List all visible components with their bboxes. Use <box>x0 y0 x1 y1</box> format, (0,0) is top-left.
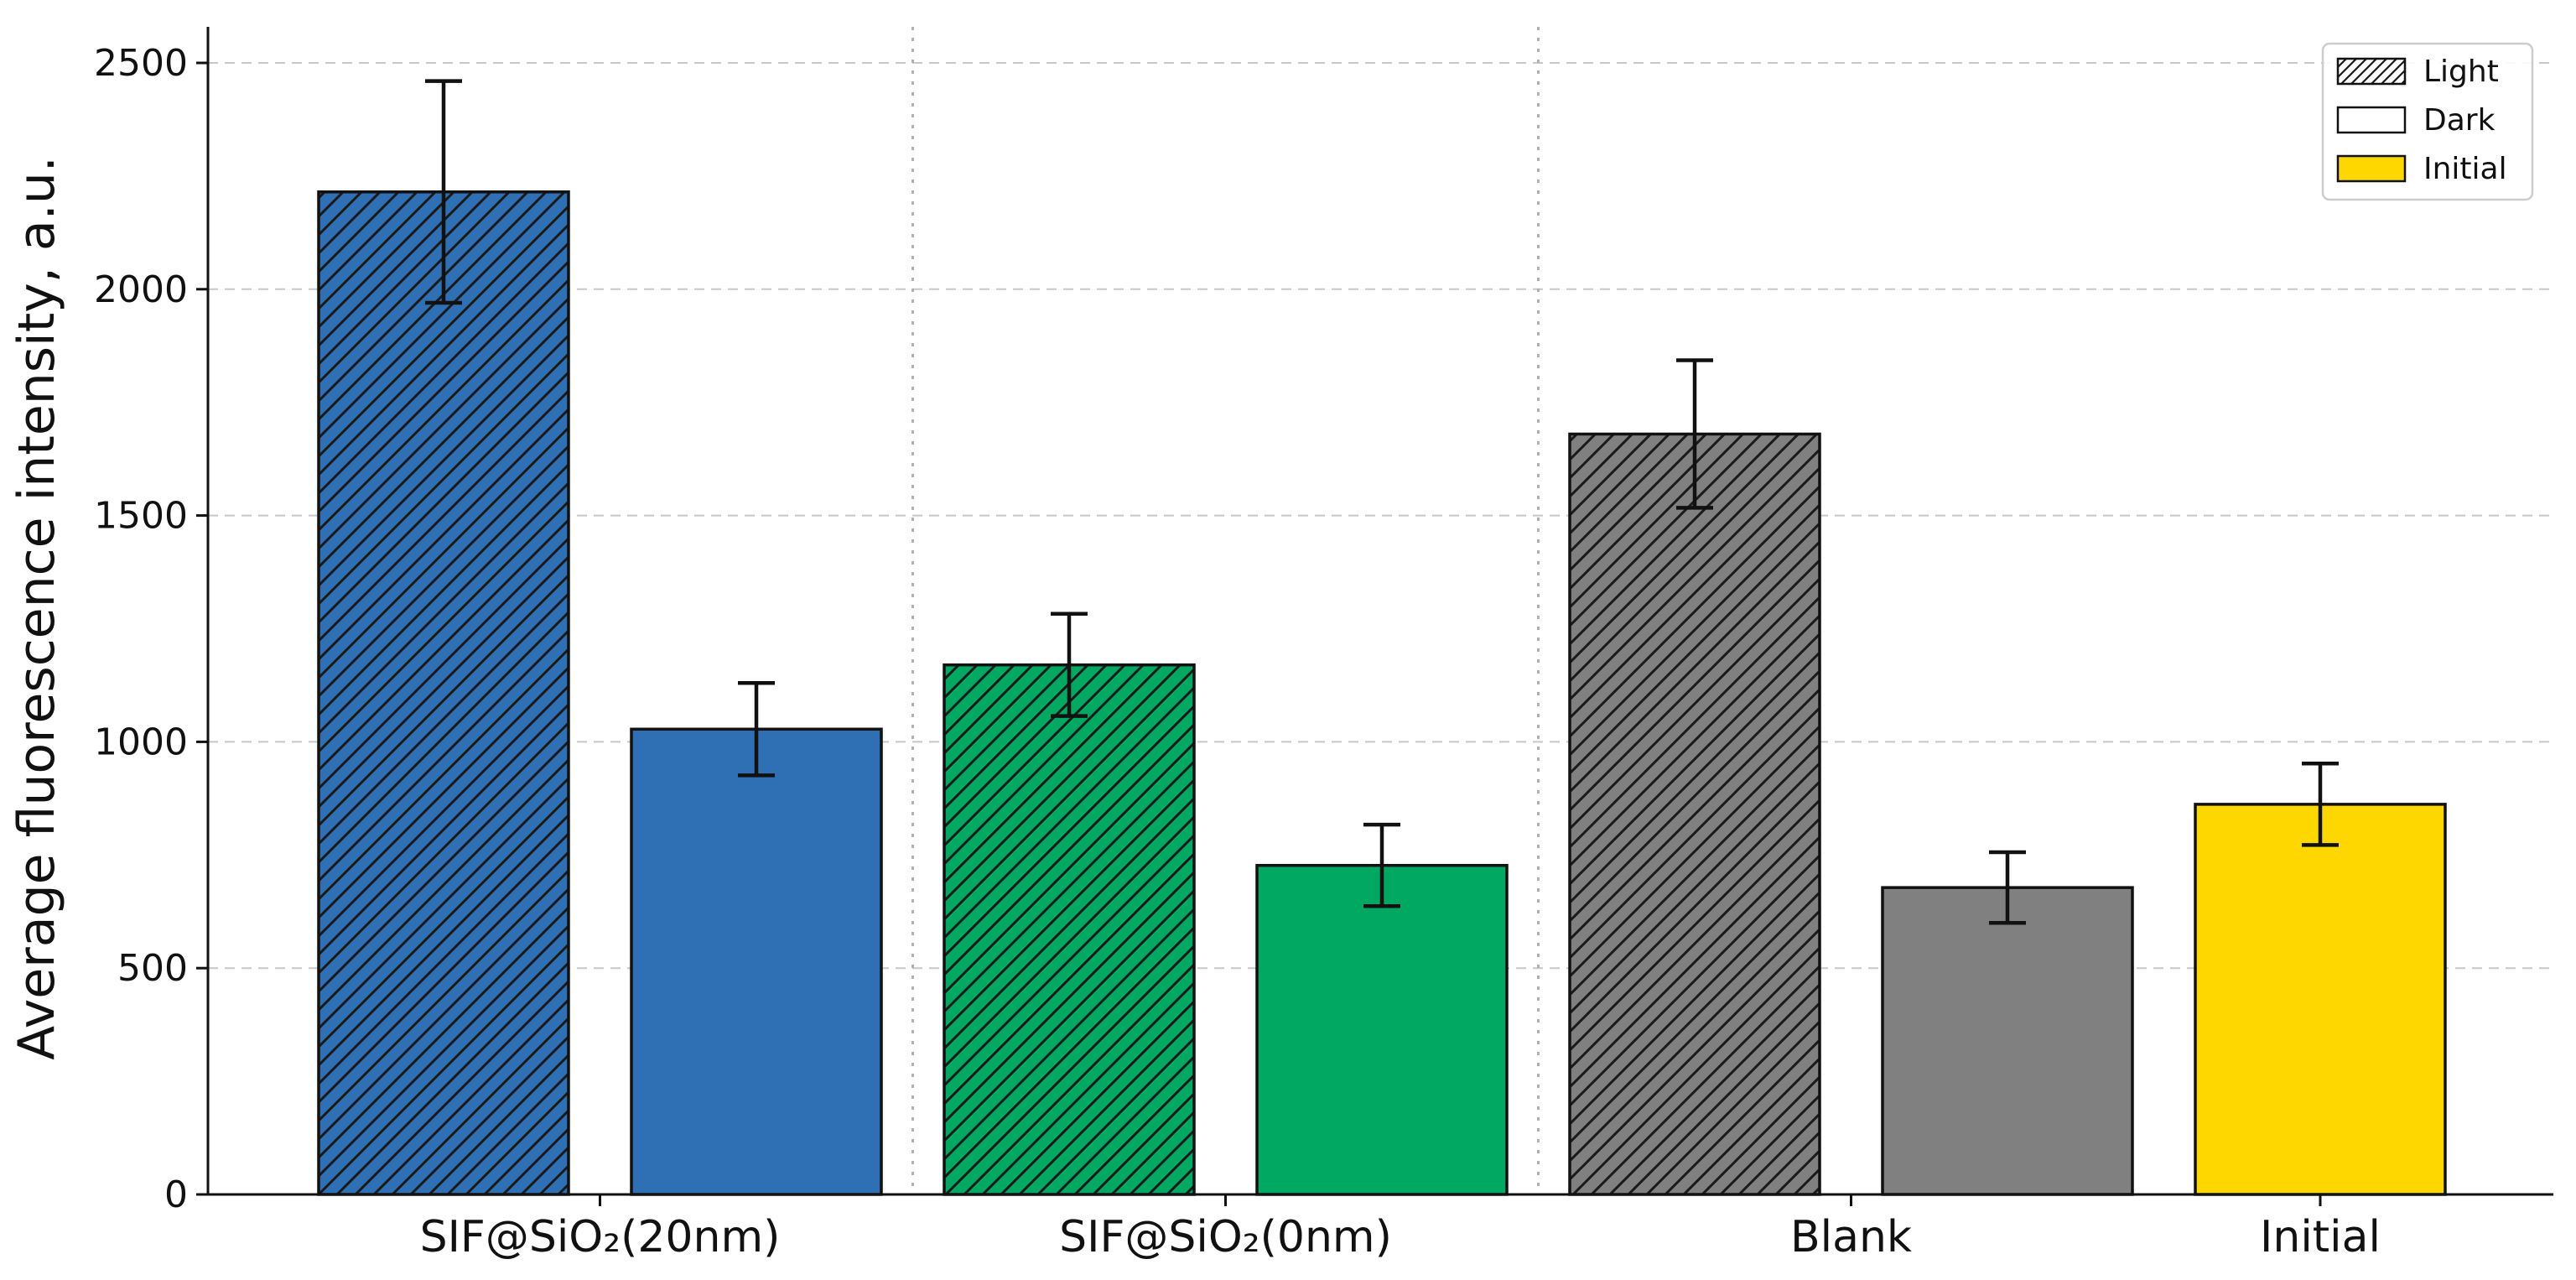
bars <box>317 190 2447 1196</box>
bar-dark <box>1257 865 1507 1194</box>
x-tick-label: SIF@SiO₂(0nm) <box>1059 1212 1392 1262</box>
group-dividers <box>911 27 1540 1194</box>
legend-label: Initial <box>2423 152 2507 186</box>
axes: 0 500 1000 1500 2000 2500 SIF@SiO₂(20nm) SIF@Si… <box>94 27 2553 1262</box>
x-tick-label: Blank <box>1790 1212 1912 1262</box>
legend-swatch-hatch <box>2338 59 2405 84</box>
x-tick-label: SIF@SiO₂(20nm) <box>420 1212 781 1262</box>
error-bars <box>425 79 2339 925</box>
x-tick-label: Initial <box>2260 1212 2381 1262</box>
legend-swatch-outline <box>2336 57 2407 86</box>
y-axis-title: Average fluorescence intensity, a.u. <box>8 156 66 1060</box>
legend-swatch <box>2338 107 2405 133</box>
legend-label: Dark <box>2423 103 2496 138</box>
y-tick-label: 1000 <box>94 721 188 763</box>
legend: Light Dark Initial <box>2321 42 2534 201</box>
legend-label: Light <box>2423 55 2499 89</box>
y-tick-label: 2000 <box>94 268 188 311</box>
grid <box>208 62 2553 970</box>
legend-swatch <box>2338 156 2405 181</box>
bar-dark <box>631 729 881 1194</box>
y-tick-label: 0 <box>164 1173 188 1216</box>
bar-light-hatch <box>944 664 1194 1194</box>
bar-light-hatch <box>1570 434 1820 1194</box>
bar-dark <box>1883 887 2132 1194</box>
y-tick-label: 2500 <box>94 42 188 85</box>
bar-initial <box>2195 804 2445 1194</box>
y-tick-label: 500 <box>117 947 188 990</box>
bar-light-hatch <box>319 191 569 1194</box>
legend-swatch-outline <box>2336 106 2407 134</box>
y-tick-label: 1500 <box>94 495 188 538</box>
legend-swatch-outline <box>2336 154 2407 183</box>
